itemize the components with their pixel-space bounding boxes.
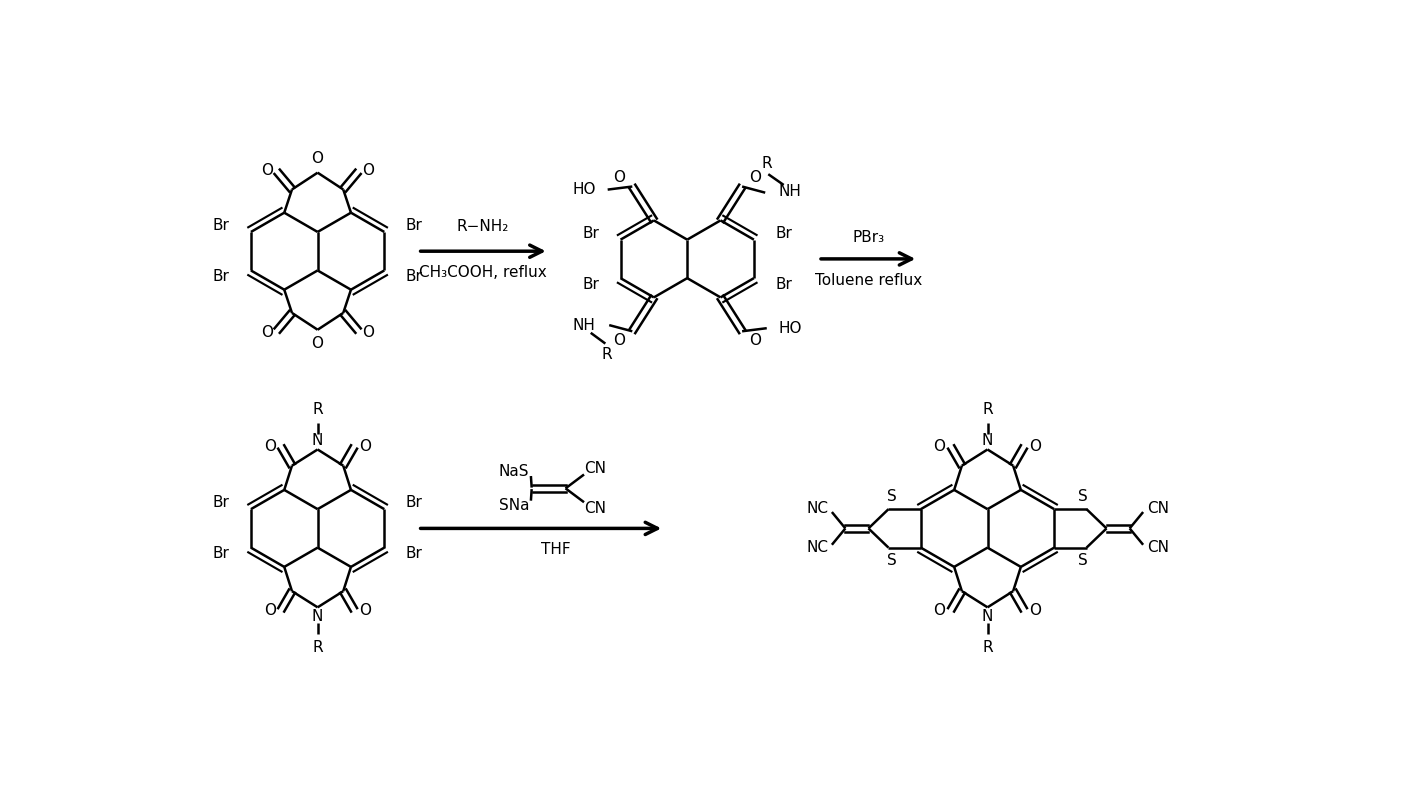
Text: NaS: NaS <box>498 464 529 479</box>
Text: Br: Br <box>406 496 423 510</box>
Text: THF: THF <box>542 543 571 557</box>
Text: N: N <box>981 433 993 448</box>
Text: N: N <box>981 609 993 624</box>
Text: R: R <box>312 640 323 654</box>
Text: O: O <box>614 170 625 185</box>
Text: O: O <box>261 163 274 177</box>
Text: O: O <box>264 603 275 618</box>
Text: CN: CN <box>1147 501 1170 517</box>
Text: O: O <box>264 439 275 454</box>
Text: HO: HO <box>778 321 802 335</box>
Text: Br: Br <box>212 496 229 510</box>
Text: O: O <box>934 603 945 618</box>
Text: Br: Br <box>406 218 423 233</box>
Text: O: O <box>1029 439 1042 454</box>
Text: Br: Br <box>212 546 229 561</box>
Text: CN: CN <box>584 501 605 516</box>
Text: Br: Br <box>775 226 792 241</box>
Text: S: S <box>1078 488 1088 504</box>
Text: O: O <box>614 333 625 348</box>
Text: O: O <box>312 336 323 351</box>
Text: R: R <box>312 402 323 417</box>
Text: SNa: SNa <box>498 498 529 513</box>
Text: O: O <box>312 151 323 166</box>
Text: Br: Br <box>212 218 229 233</box>
Text: S: S <box>1078 553 1088 569</box>
Text: CN: CN <box>1147 540 1170 556</box>
Text: O: O <box>362 163 373 177</box>
Text: NC: NC <box>806 501 828 517</box>
Text: CH₃COOH, reflux: CH₃COOH, reflux <box>420 265 548 280</box>
Text: Toluene reflux: Toluene reflux <box>814 273 922 288</box>
Text: Br: Br <box>406 269 423 284</box>
Text: Br: Br <box>583 226 600 241</box>
Text: R: R <box>601 347 612 362</box>
Text: S: S <box>887 488 897 504</box>
Text: Br: Br <box>583 277 600 292</box>
Text: Br: Br <box>212 269 229 284</box>
Text: O: O <box>750 333 761 348</box>
Text: NH: NH <box>778 185 802 199</box>
Text: O: O <box>359 603 372 618</box>
Text: PBr₃: PBr₃ <box>852 230 885 245</box>
Text: NC: NC <box>806 540 828 556</box>
Text: O: O <box>934 439 945 454</box>
Text: R−NH₂: R−NH₂ <box>456 219 510 234</box>
Text: O: O <box>1029 603 1042 618</box>
Text: O: O <box>359 439 372 454</box>
Text: N: N <box>312 433 323 448</box>
Text: O: O <box>362 325 373 339</box>
Text: R: R <box>761 156 772 171</box>
Text: R: R <box>983 640 993 654</box>
Text: CN: CN <box>584 461 605 475</box>
Text: O: O <box>261 325 274 339</box>
Text: Br: Br <box>775 277 792 292</box>
Text: Br: Br <box>406 546 423 561</box>
Text: HO: HO <box>573 182 597 197</box>
Text: N: N <box>312 609 323 624</box>
Text: S: S <box>887 553 897 569</box>
Text: NH: NH <box>573 318 595 333</box>
Text: R: R <box>983 402 993 417</box>
Text: O: O <box>750 170 761 185</box>
